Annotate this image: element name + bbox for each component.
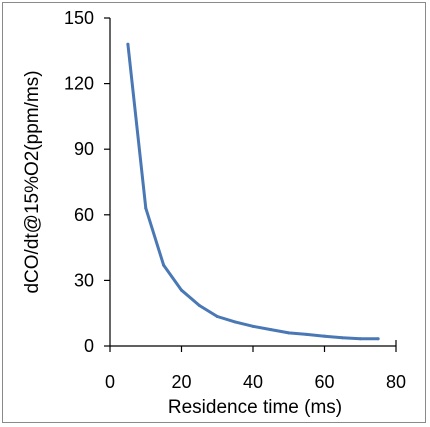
data-point	[269, 328, 273, 332]
x-tick-label: 80	[386, 372, 406, 392]
x-tick-label: 20	[171, 372, 191, 392]
data-point	[358, 337, 362, 341]
data-point	[287, 331, 291, 335]
y-tick-label: 30	[74, 270, 94, 290]
data-point	[162, 263, 166, 267]
data-point	[144, 206, 148, 210]
y-axis-title: dCO/dt@15%O2(ppm/ms)	[22, 70, 43, 293]
data-point	[215, 314, 219, 318]
x-axis-title: Residence time (ms)	[168, 397, 342, 418]
data-point	[323, 334, 326, 338]
series-group	[126, 42, 380, 341]
y-tick-label: 150	[64, 8, 94, 28]
data-point	[305, 332, 309, 336]
plot-area: 0 30 60 90 120 150 0 20 40 60 80	[64, 8, 406, 392]
data-point	[180, 288, 183, 292]
y-tick-label: 120	[64, 74, 94, 94]
x-tick-label: 0	[105, 372, 115, 392]
x-tick-group: 0 20 40 60 80	[105, 346, 406, 392]
chart-frame	[2, 2, 426, 423]
data-point	[126, 42, 130, 46]
data-point	[197, 304, 201, 308]
x-tick-label: 60	[314, 372, 334, 392]
y-tick-label: 60	[74, 205, 94, 225]
y-tick-label: 0	[84, 336, 94, 356]
y-tick-group: 0 30 60 90 120 150	[64, 8, 110, 356]
data-point	[340, 336, 344, 340]
y-tick-label: 90	[74, 139, 94, 159]
x-tick-label: 40	[243, 372, 263, 392]
data-point	[233, 320, 237, 324]
data-point	[251, 324, 255, 328]
series-line	[126, 42, 380, 341]
data-point	[376, 337, 380, 341]
